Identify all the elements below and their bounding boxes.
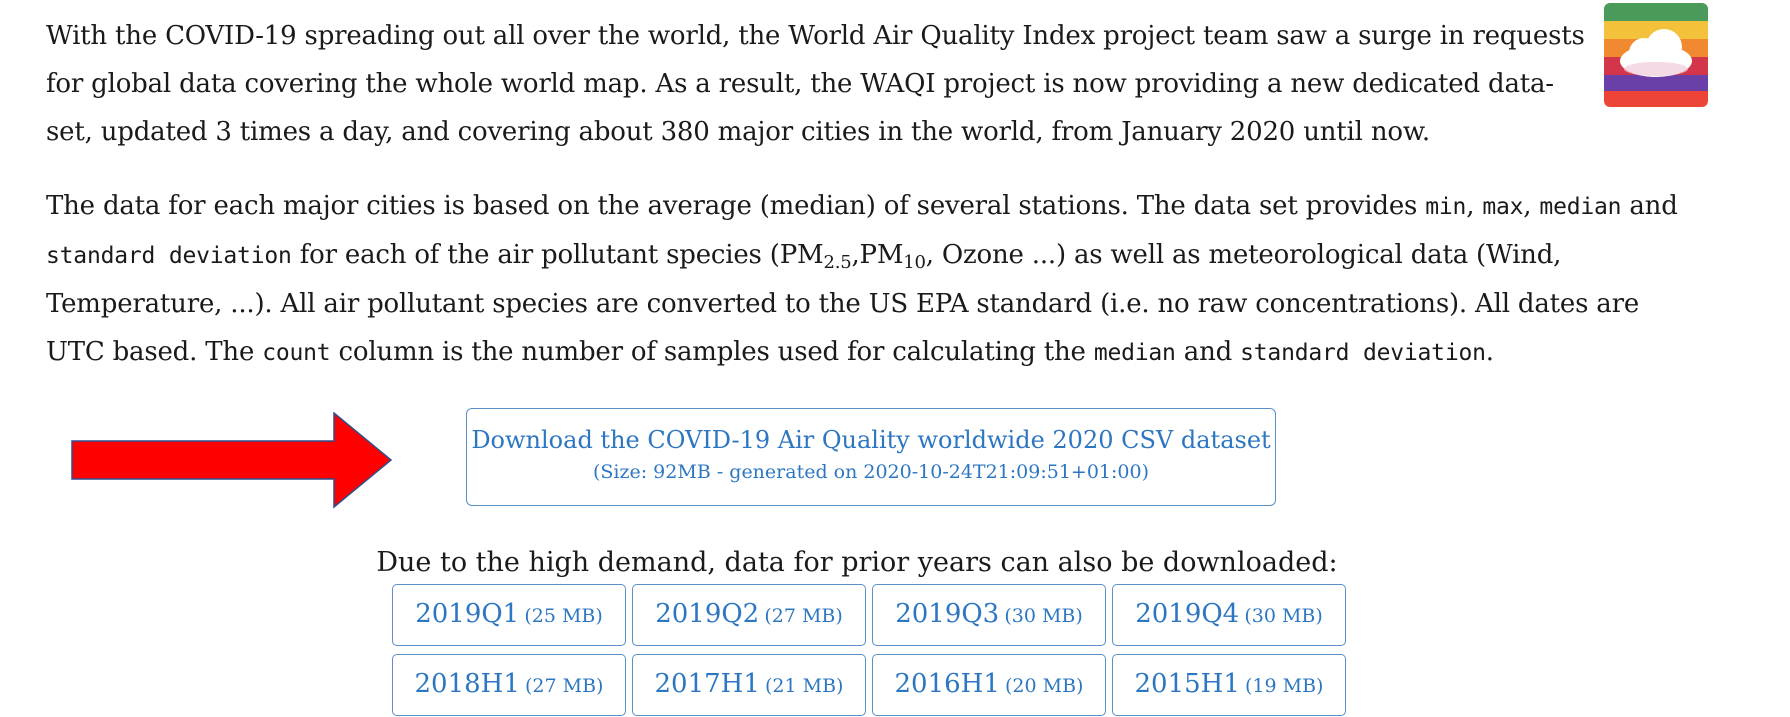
intro-paragraph-1: With the COVID-19 spreading out all over…: [46, 21, 1585, 147]
code-max: max: [1482, 194, 1524, 220]
download-2019q2-button[interactable]: 2019Q2 (27 MB): [632, 584, 866, 646]
p2-text-b: and: [1621, 191, 1678, 221]
prior-years-text: Due to the high demand, data for prior y…: [0, 543, 1790, 583]
year-label: 2015H1: [1134, 669, 1240, 699]
year-label: 2016H1: [894, 669, 1000, 699]
year-size: (25 MB): [524, 605, 603, 627]
main-content: With the COVID-19 spreading out all over…: [46, 12, 1686, 377]
download-subtitle: (Size: 92MB - generated on 2020-10-24T21…: [592, 461, 1150, 483]
year-label: 2018H1: [414, 669, 520, 699]
p2-sep-1: ,: [1466, 191, 1483, 221]
p2-text-f: column is the number of samples used for…: [330, 337, 1094, 367]
code-min: min: [1425, 194, 1467, 220]
download-2019q4-button[interactable]: 2019Q4 (30 MB): [1112, 584, 1346, 646]
subscript-10: 10: [903, 252, 926, 273]
download-2017h1-button[interactable]: 2017H1 (21 MB): [632, 654, 866, 716]
year-label: 2019Q4: [1135, 599, 1240, 629]
code-standard-deviation-2: standard deviation: [1240, 340, 1486, 366]
download-csv-button[interactable]: Download the COVID-19 Air Quality worldw…: [466, 408, 1276, 506]
year-label: 2017H1: [654, 669, 760, 699]
year-size: (30 MB): [1244, 605, 1323, 627]
p2-sep-2: ,: [1523, 191, 1540, 221]
code-standard-deviation: standard deviation: [46, 243, 292, 269]
year-size: (30 MB): [1004, 605, 1083, 627]
p2-text-a: The data for each major cities is based …: [46, 191, 1426, 221]
download-2016h1-button[interactable]: 2016H1 (20 MB): [872, 654, 1106, 716]
year-size: (27 MB): [764, 605, 843, 627]
code-median-2: median: [1093, 340, 1176, 366]
code-count: count: [262, 340, 331, 366]
download-title: Download the COVID-19 Air Quality worldw…: [471, 426, 1271, 454]
right-arrow-icon: [71, 411, 394, 509]
download-2015h1-button[interactable]: 2015H1 (19 MB): [1112, 654, 1346, 716]
year-size: (19 MB): [1245, 675, 1324, 697]
year-size: (21 MB): [765, 675, 844, 697]
code-median: median: [1539, 194, 1622, 220]
intro-paragraph-2: The data for each major cities is based …: [46, 182, 1686, 377]
p2-text-e: , Ozone ...) as well as meteorological d…: [46, 240, 1640, 367]
subscript-2-5: 2.5: [823, 252, 852, 273]
year-label: 2019Q3: [895, 599, 1000, 629]
rainbow-cloud-logo-icon: [1604, 3, 1708, 107]
year-label: 2019Q1: [415, 599, 520, 629]
year-size: (27 MB): [525, 675, 604, 697]
p2-text-d: ,PM: [851, 240, 904, 270]
download-2019q3-button[interactable]: 2019Q3 (30 MB): [872, 584, 1106, 646]
year-size: (20 MB): [1005, 675, 1084, 697]
download-2019q1-button[interactable]: 2019Q1 (25 MB): [392, 584, 626, 646]
year-label: 2019Q2: [655, 599, 760, 629]
prior-years-label: Due to the high demand, data for prior y…: [376, 547, 1338, 578]
p2-text-g: and: [1175, 337, 1241, 367]
download-2018h1-button[interactable]: 2018H1 (27 MB): [392, 654, 626, 716]
p2-text-h: .: [1485, 337, 1494, 367]
p2-text-c: for each of the air pollutant species (P…: [291, 240, 824, 270]
